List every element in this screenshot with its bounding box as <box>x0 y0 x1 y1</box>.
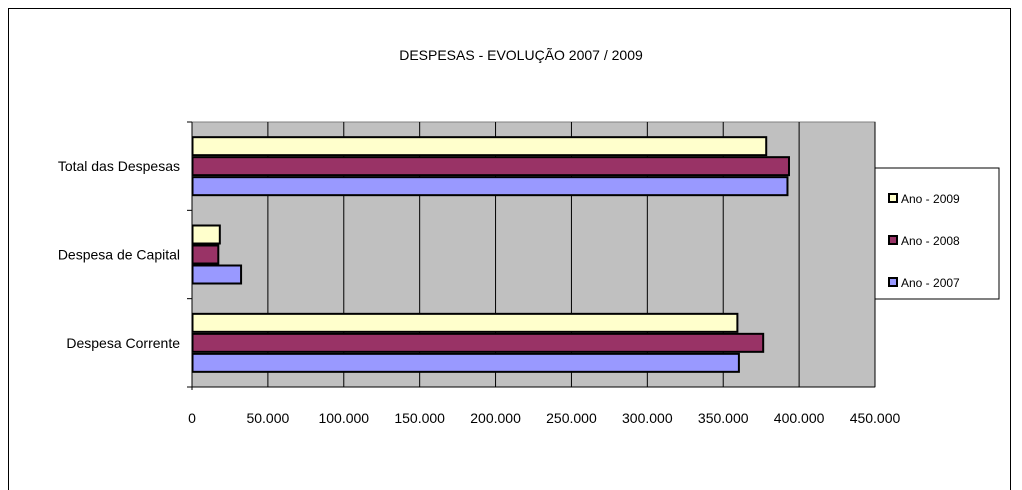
bar <box>191 264 243 285</box>
bar <box>191 312 739 333</box>
bar <box>191 224 221 245</box>
x-tick-label: 50.000 <box>246 410 289 426</box>
bar <box>191 332 765 353</box>
category-label: Despesa Corrente <box>66 335 180 351</box>
bar <box>191 244 220 265</box>
bar <box>191 352 740 373</box>
category-label: Despesa de Capital <box>58 247 180 263</box>
x-tick-label: 450.000 <box>850 410 901 426</box>
x-tick-label: 350.000 <box>698 410 749 426</box>
legend-swatch <box>888 193 898 203</box>
bar <box>191 176 789 197</box>
category-labels: Total das Despesas Despesa de Capital Desp… <box>58 158 180 351</box>
bar <box>191 136 768 157</box>
legend-label: Ano - 2007 <box>901 276 960 290</box>
x-tick-label: 150.000 <box>394 410 445 426</box>
bars <box>191 136 790 373</box>
x-tick-label: 0 <box>188 410 196 426</box>
tick-labels: 0 50.000 100.000 150.000 200.000 250.000 300.0… <box>188 410 900 426</box>
x-tick-label: 100.000 <box>318 410 369 426</box>
legend-swatch <box>888 277 898 287</box>
legend: Ano - 2009 Ano - 2008 Ano - 2007 <box>874 167 1000 300</box>
x-tick-label: 400.000 <box>774 410 825 426</box>
legend-label: Ano - 2008 <box>901 234 960 248</box>
chart-svg: DESPESAS - EVOLUÇÃO 2007 / 2009 Total da… <box>58 47 1000 426</box>
x-tick-label: 300.000 <box>622 410 673 426</box>
x-tick-label: 200.000 <box>470 410 521 426</box>
category-label: Total das Despesas <box>58 158 180 174</box>
legend-swatch <box>888 235 898 245</box>
x-tick-label: 250.000 <box>546 410 597 426</box>
chart-area: DESPESAS - EVOLUÇÃO 2007 / 2009 Total da… <box>8 8 1011 490</box>
axes <box>187 121 875 390</box>
bar <box>191 156 790 177</box>
legend-label: Ano - 2009 <box>901 192 960 206</box>
chart-title: DESPESAS - EVOLUÇÃO 2007 / 2009 <box>399 47 643 63</box>
